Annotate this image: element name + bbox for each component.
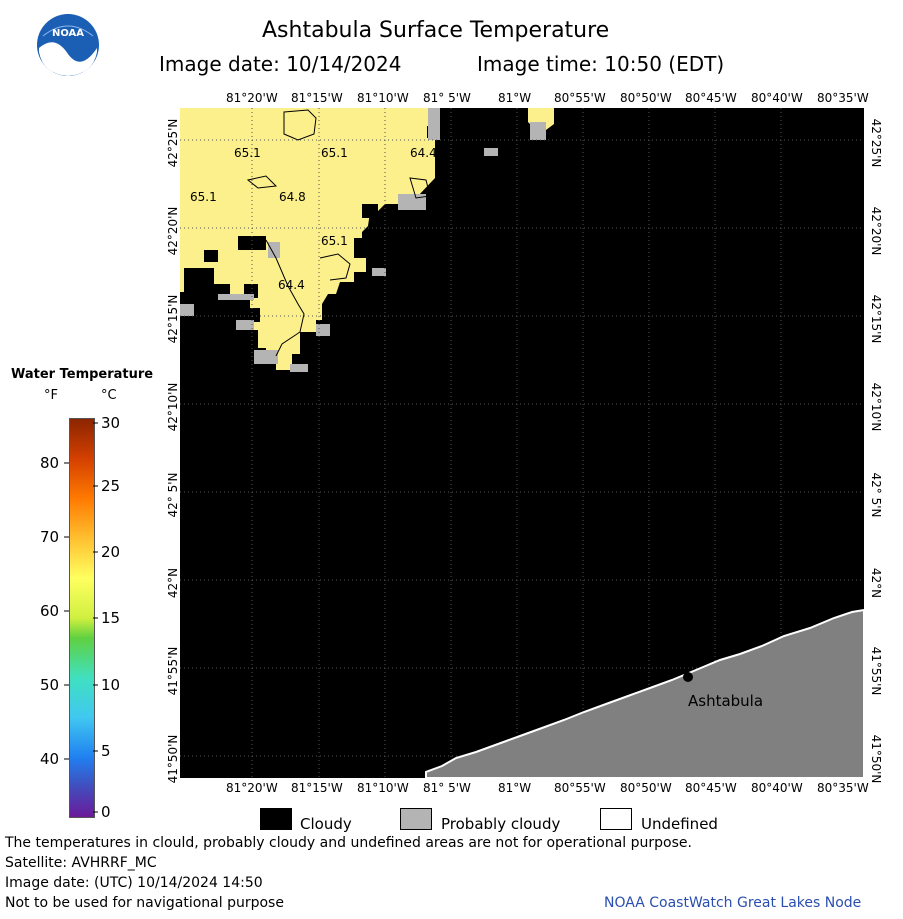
disclaimer-note: The temperatures in clould, probably clo… — [5, 835, 692, 851]
cloud-hole — [184, 268, 208, 284]
temp-label: 65.1 — [321, 146, 348, 160]
c-tick: 30 — [101, 414, 121, 432]
lat-tick: 42°25'N — [166, 118, 180, 168]
f-tick: 50 — [40, 676, 60, 694]
nav-warning: Not to be used for navigational purpose — [5, 895, 284, 911]
temp-label: 64.4 — [410, 146, 437, 160]
color-scale-bar — [69, 418, 95, 818]
lon-tick: 81°20'W — [226, 91, 278, 105]
temp-label: 65.1 — [321, 234, 348, 248]
image-date: Image date: 10/14/2024 — [159, 52, 402, 76]
lon-tick: 80°45'W — [685, 781, 737, 795]
lon-tick: 80°55'W — [554, 91, 606, 105]
lat-tick: 42°N — [166, 567, 180, 599]
lon-tick: 80°45'W — [685, 91, 737, 105]
temp-label: 64.8 — [279, 190, 306, 204]
lon-tick: 81°15'W — [291, 781, 343, 795]
temp-label: 64.4 — [278, 278, 305, 292]
lon-tick: 81° 5'W — [423, 91, 471, 105]
celsius-header: °C — [101, 388, 117, 403]
temp-label: 65.1 — [190, 190, 217, 204]
satellite-info: Satellite: AVHRRF_MC — [5, 855, 157, 871]
lat-tick: 42°15'N — [166, 294, 180, 344]
lat-tick: 41°50'N — [869, 734, 883, 784]
lon-tick: 80°35'W — [817, 91, 869, 105]
cloud-hole — [362, 204, 378, 218]
c-tick: 0 — [101, 803, 111, 821]
lon-tick: 81°20'W — [226, 781, 278, 795]
land-region — [425, 608, 864, 778]
map-panel[interactable] — [180, 108, 864, 778]
water-region — [180, 108, 435, 370]
cloud-hole — [204, 250, 218, 262]
lon-tick: 81°10'W — [357, 91, 409, 105]
map-title: Ashtabula Surface Temperature — [262, 18, 610, 43]
lat-tick: 41°55'N — [166, 646, 180, 696]
lat-tick: 42°25'N — [869, 118, 883, 168]
city-label: Ashtabula — [688, 692, 764, 710]
c-tick: 10 — [101, 676, 121, 694]
lat-tick: 42°20'N — [166, 206, 180, 256]
lon-tick: 80°40'W — [751, 91, 803, 105]
lon-tick: 81°W — [498, 91, 532, 105]
ashtabula-marker — [683, 672, 693, 682]
lon-tick: 81°W — [498, 781, 532, 795]
f-tick: 40 — [40, 750, 60, 768]
lon-tick: 80°40'W — [751, 781, 803, 795]
probably-cloudy-swatch — [400, 808, 432, 830]
f-tick: 70 — [40, 528, 60, 546]
lon-tick: 80°55'W — [554, 781, 606, 795]
utc-date: Image date: (UTC) 10/14/2024 14:50 — [5, 875, 263, 891]
lat-tick: 42°20'N — [869, 206, 883, 256]
lon-tick: 81°10'W — [357, 781, 409, 795]
lat-tick: 42° 5'N — [869, 472, 883, 518]
lon-tick: 81° 5'W — [423, 781, 471, 795]
c-tick: 25 — [101, 477, 121, 495]
noaa-logo: NOAA — [35, 12, 101, 78]
image-time: Image time: 10:50 (EDT) — [477, 52, 725, 76]
cloud-hole — [238, 236, 266, 250]
lat-tick: 42°15'N — [869, 294, 883, 344]
lat-tick: 42°10'N — [869, 382, 883, 432]
lat-tick: 41°55'N — [869, 646, 883, 696]
probably-cloudy-label: Probably cloudy — [441, 815, 561, 833]
lat-tick: 42° 5'N — [166, 472, 180, 518]
fahrenheit-header: °F — [44, 388, 58, 403]
cloudy-label: Cloudy — [300, 815, 352, 833]
c-tick: 20 — [101, 543, 121, 561]
lon-tick: 80°35'W — [817, 781, 869, 795]
undefined-label: Undefined — [641, 815, 718, 833]
lat-tick: 42°10'N — [166, 382, 180, 432]
legend-title: Water Temperature — [11, 367, 154, 382]
f-tick: 60 — [40, 602, 60, 620]
lon-tick: 81°15'W — [291, 91, 343, 105]
lat-tick: 41°50'N — [166, 734, 180, 784]
logo-text: NOAA — [52, 28, 84, 39]
cloudy-swatch — [260, 808, 292, 830]
lat-tick: 42°N — [869, 567, 883, 599]
temp-label: 65.1 — [234, 146, 261, 160]
c-tick: 5 — [101, 742, 111, 760]
undefined-swatch — [600, 808, 632, 830]
lon-tick: 80°50'W — [620, 91, 672, 105]
isotherms — [246, 109, 431, 357]
lon-tick: 80°50'W — [620, 781, 672, 795]
f-tick: 80 — [40, 454, 60, 472]
credit-link[interactable]: NOAA CoastWatch Great Lakes Node — [604, 895, 862, 911]
scale-ticks — [64, 418, 98, 816]
c-tick: 15 — [101, 609, 121, 627]
